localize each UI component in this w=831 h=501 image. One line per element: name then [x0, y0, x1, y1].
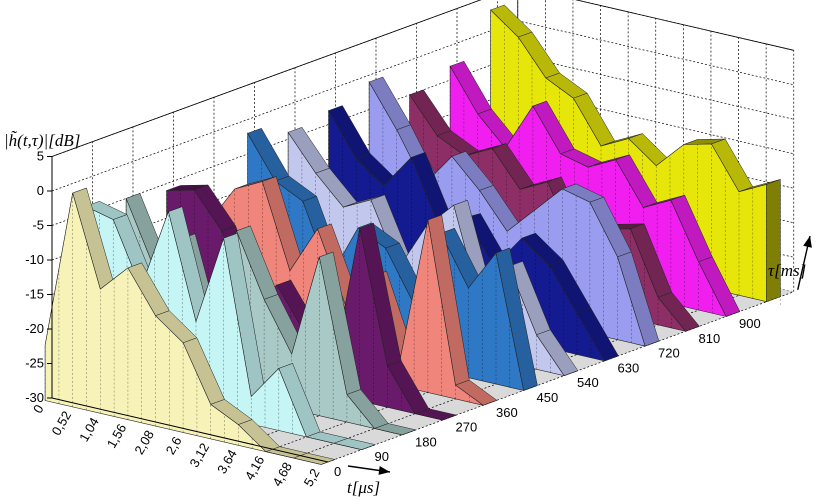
tau-tick-label: 900 — [739, 316, 761, 331]
z-tick-label: -5 — [32, 218, 44, 233]
t-axis-arrow-head — [378, 466, 390, 475]
t-tick-label: 4,68 — [269, 460, 295, 489]
z-tick-label: -10 — [25, 252, 44, 267]
tau-tick-label: 360 — [496, 405, 518, 420]
tau-tick-label: 180 — [415, 434, 437, 449]
tau-tick-label: 0 — [334, 464, 341, 479]
series-layer — [44, 4, 781, 465]
tau-tick-label: 90 — [375, 449, 389, 464]
t-tick-label: 2,08 — [131, 428, 157, 457]
t-axis-label: t[μs] — [347, 478, 380, 497]
box-edge — [51, 0, 794, 157]
t-tick-label: 2,6 — [163, 434, 185, 457]
tau-tick-label: 540 — [577, 375, 599, 390]
ribbon-cap — [402, 429, 416, 436]
z-tick-label: 5 — [37, 149, 44, 164]
series-0 — [44, 187, 336, 465]
t-tick-label: 3,12 — [187, 440, 213, 469]
grid-line — [327, 291, 794, 463]
grid-line — [51, 20, 794, 192]
axes-layer: 50-5-10-15-20-25-300 0,52 1,04 1,56 2,08 2,6 3… — [25, 149, 812, 489]
ribbon-cap — [523, 385, 538, 391]
ribbon-cap — [726, 311, 740, 317]
ribbon-cap — [685, 326, 700, 332]
ribbon-cap — [604, 355, 619, 362]
t-axis-line — [51, 397, 329, 463]
tau-tick-label: 450 — [537, 390, 559, 405]
t-tick-label: 0,52 — [49, 408, 75, 437]
ribbon-cap — [361, 444, 376, 450]
grid-line — [51, 54, 794, 226]
ribbon-cap — [766, 179, 781, 303]
ribbon-cap — [483, 400, 497, 406]
tau-axis-arrow-head — [803, 236, 812, 248]
tau-tick-label: 810 — [699, 331, 721, 346]
ribbon-cap — [645, 340, 659, 347]
t-tick-label: 3,64 — [214, 447, 240, 476]
z-axis-label: |h̃(t,τ)|[dB] — [4, 131, 80, 150]
z-tick-label: 0 — [37, 183, 44, 198]
t-tick-label: 1,56 — [104, 421, 130, 450]
tau-tick-label: 270 — [456, 420, 478, 435]
t-tick-label: 1,04 — [76, 415, 102, 444]
ribbon-cap — [321, 459, 335, 465]
tau-axis-label: τ[ms] — [768, 261, 806, 280]
t-tick-label: 5,2 — [301, 466, 323, 489]
tau-tick-label: 630 — [618, 360, 640, 375]
z-tick-label: -15 — [25, 287, 44, 302]
z-tick-label: -25 — [25, 356, 44, 371]
ribbon-face — [44, 192, 322, 465]
tau-tick-label: 720 — [658, 346, 680, 361]
ribbon-cap — [442, 414, 457, 421]
z-tick-label: -20 — [25, 321, 44, 336]
ribbon-cap — [564, 370, 578, 376]
t-tick-label: 4,16 — [242, 453, 268, 482]
z-tick-label: -30 — [25, 390, 44, 405]
